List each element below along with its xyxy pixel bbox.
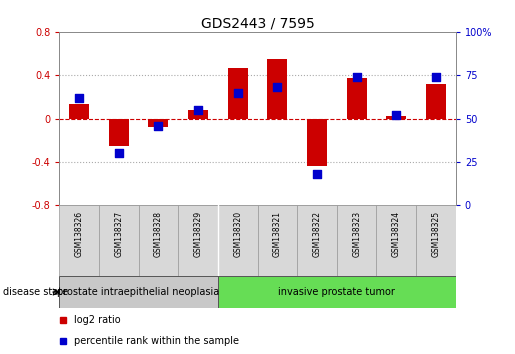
Bar (188, 110, 208, 119)
Bar (99, 205, 139, 276)
Text: disease state: disease state (3, 287, 67, 297)
Bar (258, 205, 297, 276)
Bar (337, 205, 376, 276)
Bar (69, 104, 89, 119)
Text: GSM138325: GSM138325 (432, 211, 440, 257)
Point (392, 112, 401, 118)
Bar (228, 68, 248, 119)
Bar (109, 119, 129, 146)
Point (432, 74, 440, 80)
Bar (307, 119, 327, 166)
Text: GSM138323: GSM138323 (352, 211, 361, 257)
Text: GSM138324: GSM138324 (392, 211, 401, 257)
Text: GSM138328: GSM138328 (154, 211, 163, 257)
Text: GSM138321: GSM138321 (273, 211, 282, 257)
Text: GSM138322: GSM138322 (313, 211, 321, 257)
Bar (376, 205, 416, 276)
Bar (347, 79, 367, 119)
Point (154, 123, 163, 129)
Text: GSM138327: GSM138327 (114, 211, 123, 257)
Point (273, 85, 281, 90)
Text: percentile rank within the sample: percentile rank within the sample (74, 336, 238, 346)
Point (114, 150, 123, 156)
Bar (218, 276, 456, 308)
Bar (178, 205, 218, 276)
Bar (297, 205, 337, 276)
Bar (386, 116, 406, 119)
Bar (148, 119, 168, 127)
Text: invasive prostate tumor: invasive prostate tumor (279, 287, 395, 297)
Bar (267, 59, 287, 119)
Bar (59, 205, 99, 276)
Bar (59, 276, 218, 308)
Point (75, 95, 83, 101)
Text: GSM138326: GSM138326 (75, 211, 83, 257)
Bar (139, 205, 178, 276)
Bar (218, 205, 258, 276)
Point (313, 171, 321, 177)
Bar (416, 205, 456, 276)
Point (234, 90, 242, 96)
Bar (426, 84, 446, 119)
Point (194, 107, 202, 113)
Text: GSM138329: GSM138329 (194, 211, 202, 257)
Text: prostate intraepithelial neoplasia: prostate intraepithelial neoplasia (57, 287, 220, 297)
Text: log2 ratio: log2 ratio (74, 315, 121, 325)
Point (352, 74, 360, 80)
Text: GSM138320: GSM138320 (233, 211, 242, 257)
Title: GDS2443 / 7595: GDS2443 / 7595 (201, 17, 314, 31)
